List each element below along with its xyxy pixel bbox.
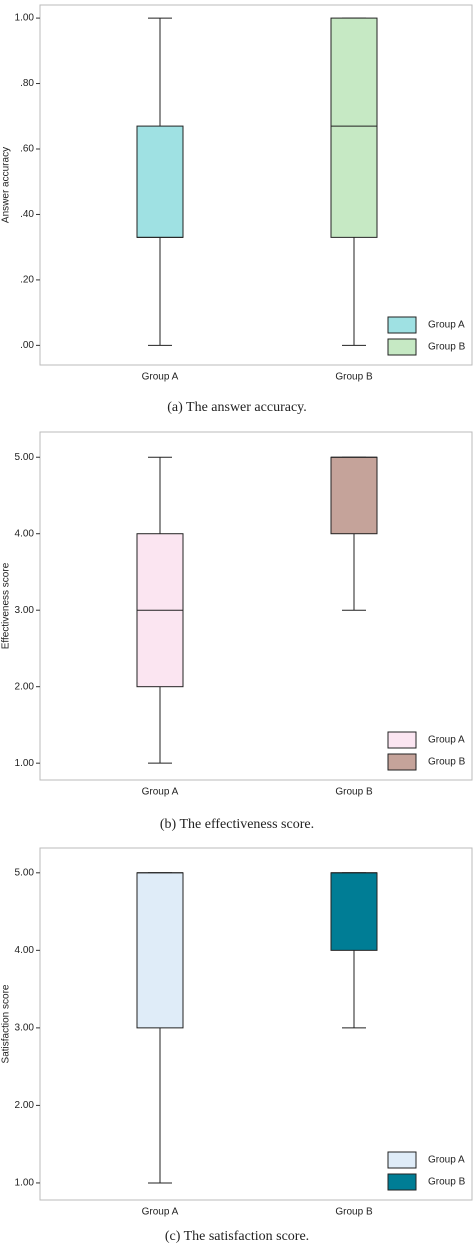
- y-tick-label: .20: [20, 275, 34, 286]
- y-tick-label: .40: [20, 209, 34, 220]
- y-tick-label: .00: [20, 340, 34, 351]
- box: [330, 17, 378, 238]
- y-tick-label: .60: [20, 144, 34, 155]
- box: [330, 456, 378, 535]
- box-plot: .00 .20 .40 .60 .80 1.00 Answer accuracy Group …: [1, 4, 473, 415]
- caption: (a) The answer accuracy.: [167, 400, 307, 415]
- y-tick-label: 1.00: [15, 13, 35, 24]
- y-axis-label: Answer accuracy: [1, 147, 12, 223]
- y-tick-label: 4.00: [15, 528, 35, 539]
- y-tick-label: 4.00: [15, 945, 35, 956]
- plot-frame: [39, 4, 473, 366]
- x-tick-label: Group B: [335, 787, 373, 798]
- plot-frame: [39, 431, 473, 781]
- y-tick-label: 5.00: [15, 452, 35, 463]
- box: [136, 125, 184, 238]
- y-axis-label: Effectiveness score: [1, 562, 12, 649]
- legend-swatch: [387, 1151, 417, 1169]
- y-tick-label: 3.00: [15, 605, 35, 616]
- legend-label: Group B: [428, 757, 466, 768]
- x-tick-label: Group A: [142, 1207, 179, 1218]
- legend-swatch: [387, 1173, 417, 1191]
- plot-frame: [39, 847, 473, 1201]
- box-plot: 1.00 2.00 3.00 4.00 5.00 Satisfaction score Gr…: [1, 847, 473, 1244]
- caption: (c) The satisfaction score.: [165, 1229, 309, 1244]
- legend-label: Group B: [428, 1177, 466, 1188]
- box: [330, 872, 378, 951]
- y-tick-label: 2.00: [15, 1100, 35, 1111]
- x-tick-label: Group B: [335, 1207, 373, 1218]
- y-tick-label: 5.00: [15, 867, 35, 878]
- x-tick-label: Group B: [335, 372, 373, 383]
- y-tick-label: 1.00: [15, 758, 35, 769]
- legend-swatch: [387, 316, 417, 334]
- y-tick-label: .80: [20, 78, 34, 89]
- y-tick-label: 2.00: [15, 681, 35, 692]
- legend-swatch: [387, 338, 417, 356]
- x-tick-label: Group A: [142, 787, 179, 798]
- legend-label: Group A: [428, 735, 465, 746]
- x-tick-label: Group A: [142, 372, 179, 383]
- legend-label: Group A: [428, 1155, 465, 1166]
- legend-label: Group A: [428, 320, 465, 331]
- legend-swatch: [387, 753, 417, 771]
- legend-label: Group B: [428, 342, 466, 353]
- y-tick-label: 3.00: [15, 1023, 35, 1034]
- legend-swatch: [387, 731, 417, 749]
- box-plot: 1.00 2.00 3.00 4.00 5.00 Effectiveness score G…: [1, 431, 473, 832]
- box: [136, 872, 184, 1029]
- caption: (b) The effectiveness score.: [160, 817, 314, 832]
- y-tick-label: 1.00: [15, 1178, 35, 1189]
- y-axis-label: Satisfaction score: [1, 984, 12, 1063]
